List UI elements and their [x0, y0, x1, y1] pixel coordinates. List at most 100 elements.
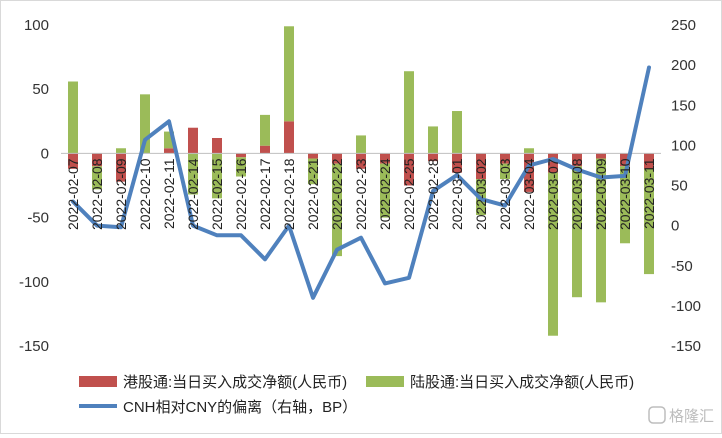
bar-hk-15	[428, 153, 438, 162]
category-label: 2022-02-09	[113, 158, 129, 230]
category-label: 2022-02-08	[89, 158, 105, 230]
right-tick-label: 200	[671, 57, 696, 74]
category-label: 2022-03-03	[497, 158, 513, 230]
legend-label-sh: 陆股通:当日买入成交净额(人民币)	[410, 373, 634, 391]
category-label: 2022-03-01	[449, 158, 465, 230]
category-label: 2022-02-25	[401, 158, 417, 230]
left-tick-label: 50	[32, 81, 49, 98]
category-label: 2022-02-10	[137, 158, 153, 230]
bar-hk-2	[116, 153, 126, 182]
bar-hk-8	[260, 145, 270, 154]
right-tick-label: 50	[671, 178, 688, 195]
bar-hk-21	[572, 153, 582, 167]
category-label: 2022-02-17	[257, 158, 273, 230]
bar-hk-23	[620, 153, 630, 167]
bar-sh-18	[500, 163, 510, 180]
bar-hk-12	[356, 153, 366, 169]
category-label: 2022-02-07	[65, 158, 81, 230]
left-tick-label: 100	[24, 17, 49, 34]
category-label: 2022-03-02	[473, 158, 489, 230]
bar-sh-15	[428, 126, 438, 154]
category-label: 2022-02-16	[233, 158, 249, 230]
bar-sh-0	[68, 81, 78, 154]
bar-sh-14	[404, 71, 414, 154]
bar-hk-4	[164, 148, 174, 154]
bar-hk-22	[596, 153, 606, 159]
bar-sh-13	[380, 163, 390, 218]
bar-hk-0	[68, 153, 78, 169]
category-label: 2022-03-07	[545, 158, 561, 230]
right-axis-ticks: 250 200 150 100 50 0 -50 -100 -150	[671, 17, 701, 355]
bar-sh-22	[596, 158, 606, 303]
bar-hk-5	[188, 127, 198, 154]
category-label: 2022-02-22	[329, 158, 345, 230]
watermark-logo-icon	[648, 406, 666, 424]
bar-hk-9	[284, 121, 294, 154]
category-labels: 2022-02-07 2022-02-08 2022-02-09 2022-02-10…	[65, 158, 657, 230]
bar-sh-16	[452, 111, 462, 154]
bar-sh-2	[116, 148, 126, 154]
left-tick-label: -100	[19, 274, 49, 291]
bar-hk-17	[476, 153, 486, 180]
bar-sh-8	[260, 114, 270, 146]
bar-sh-23	[620, 166, 630, 244]
bar-sh-7	[236, 157, 246, 177]
bar-sh-1	[92, 166, 102, 190]
bar-sh-19	[524, 148, 534, 154]
category-label: 2022-02-24	[377, 158, 393, 230]
bar-sh-12	[356, 135, 366, 154]
legend-label-hk: 港股通:当日买入成交净额(人民币)	[123, 373, 347, 391]
right-tick-label: 150	[671, 97, 696, 114]
right-tick-label: -100	[671, 298, 701, 315]
left-tick-label: 0	[41, 145, 49, 162]
category-label: 2022-02-18	[281, 158, 297, 230]
right-tick-label: 100	[671, 137, 696, 154]
category-label: 2022-02-15	[209, 158, 225, 230]
legend: 港股通:当日买入成交净额(人民币) 陆股通:当日买入成交净额(人民币) CNH相…	[79, 373, 634, 416]
bar-sh-5	[188, 153, 198, 195]
cnh-deviation-line	[71, 65, 651, 300]
category-label: 2022-02-11	[161, 158, 177, 229]
bar-hk-16	[452, 153, 462, 173]
bar-sh-10	[308, 158, 318, 185]
bar-hk-10	[308, 153, 318, 159]
bar-sh-24	[644, 168, 654, 275]
left-tick-label: -150	[19, 338, 49, 355]
bar-sh-21	[572, 166, 582, 298]
bar-hk-6	[212, 137, 222, 154]
bar-hk-19	[524, 153, 534, 192]
watermark-text: 格隆汇	[669, 408, 714, 425]
category-label: 2022-03-04	[521, 158, 537, 230]
bar-hk-1	[92, 153, 102, 167]
bar-sh-20	[548, 172, 558, 336]
legend-label-cnh: CNH相对CNY的偏离（右轴，BP）	[123, 399, 357, 416]
category-label: 2022-03-09	[593, 158, 609, 230]
bar-sh-6	[212, 153, 222, 199]
category-label: 2022-03-10	[617, 158, 633, 230]
right-tick-label: 250	[671, 17, 696, 34]
right-tick-label: 0	[671, 218, 679, 235]
bar-sh-11	[332, 163, 342, 257]
left-tick-label: -50	[27, 210, 49, 227]
right-tick-label: -150	[671, 338, 701, 355]
bar-hk-24	[644, 153, 654, 169]
category-label: 2022-02-28	[425, 158, 441, 230]
bar-hk-11	[332, 153, 342, 164]
right-tick-label: -50	[671, 258, 693, 275]
category-label: 2022-03-11	[641, 158, 657, 229]
bar-hk-20	[548, 153, 558, 173]
category-label: 2022-02-23	[353, 158, 369, 230]
bar-sh-9	[284, 26, 294, 122]
category-label: 2022-03-08	[569, 158, 585, 230]
legend-swatch-sh	[366, 376, 404, 387]
bar-sh-4	[164, 131, 174, 149]
bar-hk-7	[236, 153, 246, 158]
bars-layer	[68, 26, 654, 336]
watermark: 格隆汇	[648, 406, 714, 425]
line-layer	[71, 65, 651, 300]
bar-hk-18	[500, 153, 510, 164]
left-axis-ticks: 100 50 0 -50 -100 -150	[19, 17, 49, 355]
bar-hk-14	[404, 153, 414, 186]
